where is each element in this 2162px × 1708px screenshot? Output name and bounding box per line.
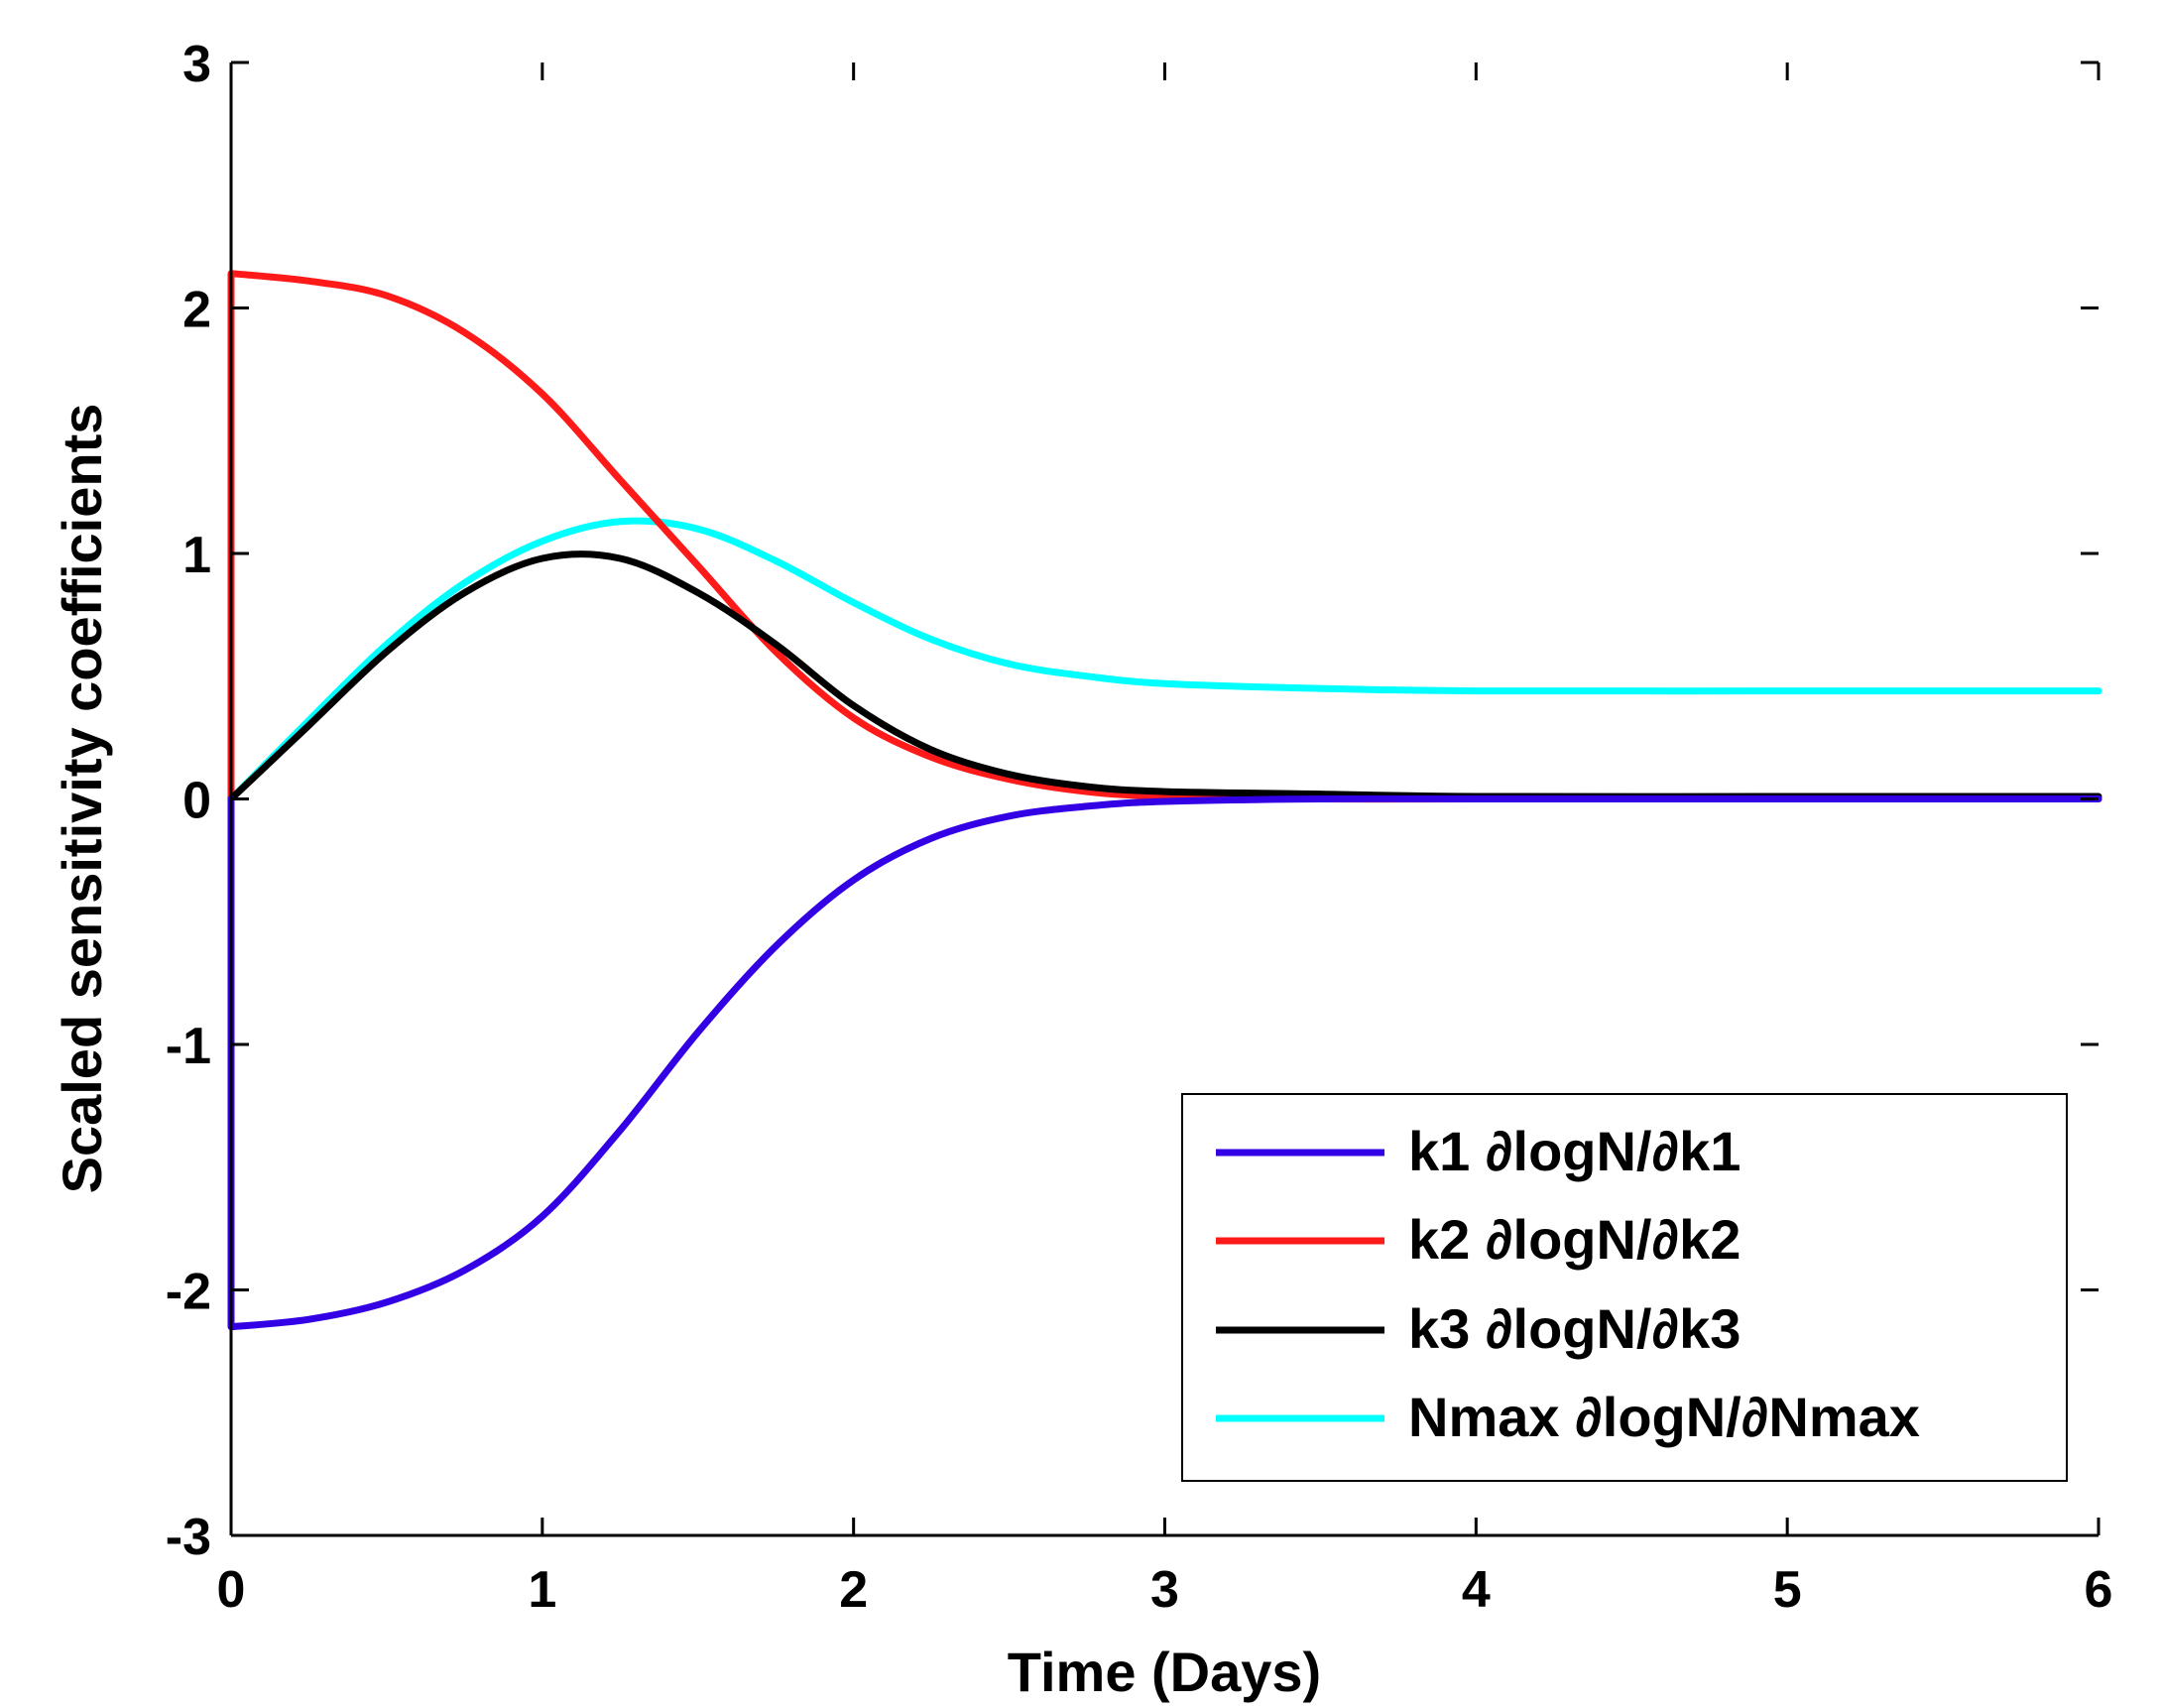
y-tick-label-2: -1 — [166, 1018, 211, 1075]
x-axis-title: Time (Days) — [1008, 1641, 1321, 1703]
legend: k1 ∂logN/∂k1 k2 ∂logN/∂k2 k3 ∂logN/∂k3 N… — [1181, 1093, 2068, 1482]
legend-label-k2: k2 ∂logN/∂k2 — [1408, 1208, 1741, 1271]
y-tick-label-4: 1 — [182, 527, 211, 584]
x-ticks: 0 1 2 3 4 5 6 — [217, 62, 2113, 1619]
y-tick-label-0: -3 — [166, 1509, 211, 1566]
legend-label-k1: k1 ∂logN/∂k1 — [1408, 1120, 1741, 1182]
x-tick-label-3: 3 — [1150, 1561, 1179, 1619]
x-tick-label-2: 2 — [839, 1561, 868, 1619]
y-axis-title: Scaled sensitivity coefficients — [51, 404, 113, 1194]
legend-entry-k1: k1 ∂logN/∂k1 — [1216, 1120, 1741, 1182]
y-tick-label-1: -2 — [166, 1264, 211, 1321]
legend-entry-k3: k3 ∂logN/∂k3 — [1216, 1297, 1741, 1360]
y-tick-label-5: 2 — [182, 282, 211, 339]
legend-label-k3: k3 ∂logN/∂k3 — [1408, 1297, 1741, 1360]
x-tick-label-1: 1 — [528, 1561, 556, 1619]
legend-label-nmax: Nmax ∂logN/∂Nmax — [1408, 1386, 1920, 1448]
series-line-3 — [227, 517, 2102, 802]
x-tick-label-4: 4 — [1462, 1561, 1491, 1619]
x-tick-label-0: 0 — [217, 1561, 246, 1619]
y-tick-label-6: 3 — [182, 36, 211, 93]
legend-entry-nmax: Nmax ∂logN/∂Nmax — [1216, 1386, 1920, 1448]
y-ticks: -3 -2 -1 0 1 2 3 — [166, 36, 2099, 1566]
series-layer — [227, 270, 2102, 1331]
x-tick-label-5: 5 — [1773, 1561, 1802, 1619]
series-line-0 — [227, 794, 2102, 1331]
legend-entry-k2: k2 ∂logN/∂k2 — [1216, 1208, 1741, 1271]
x-tick-label-6: 6 — [2085, 1561, 2113, 1619]
y-tick-label-3: 0 — [182, 773, 211, 830]
